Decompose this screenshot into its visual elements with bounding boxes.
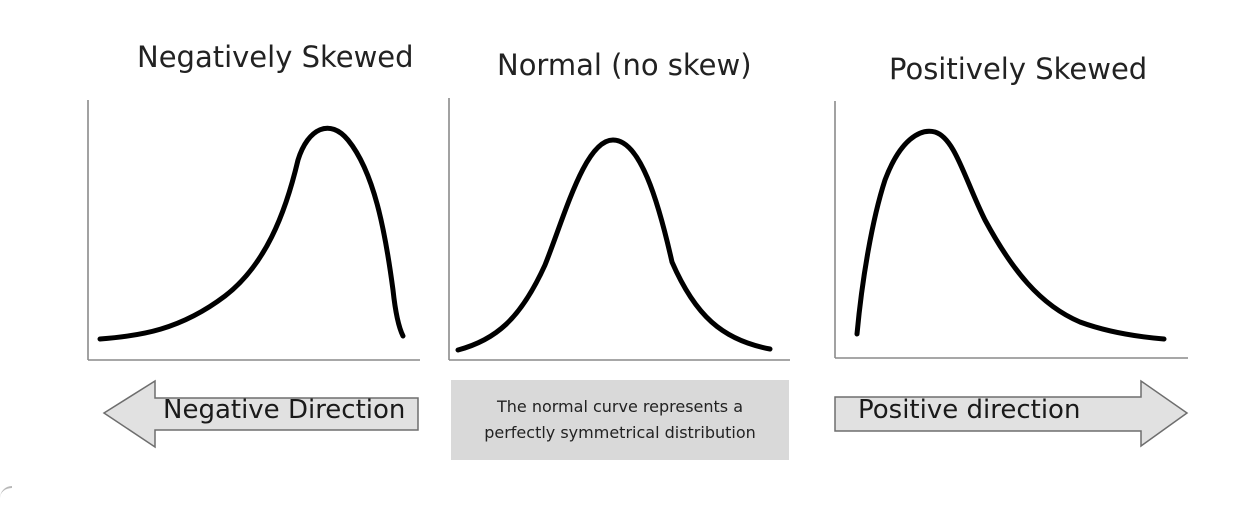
title-positively-skewed: Positively Skewed <box>889 52 1148 86</box>
note-line-1: The normal curve represents a <box>496 397 744 416</box>
corner-decoration <box>0 486 12 500</box>
note-line-2: perfectly symmetrical distribution <box>484 423 756 442</box>
positive-direction-arrow <box>834 379 1189 448</box>
negative-direction-arrow <box>102 379 419 449</box>
negative-skew-curve <box>97 125 406 342</box>
negative-direction-label: Negative Direction <box>163 395 406 425</box>
title-negatively-skewed: Negatively Skewed <box>137 40 414 74</box>
normal-curve-note: The normal curve represents a perfectly … <box>451 380 789 460</box>
positive-direction-label: Positive direction <box>858 395 1081 425</box>
positive-panel-axes <box>834 101 1188 359</box>
normal-panel-axes <box>448 98 790 361</box>
normal-curve <box>455 137 773 353</box>
negative-panel-axes <box>87 100 420 361</box>
positive-skew-curve <box>854 128 1167 342</box>
title-normal: Normal (no skew) <box>497 48 752 82</box>
